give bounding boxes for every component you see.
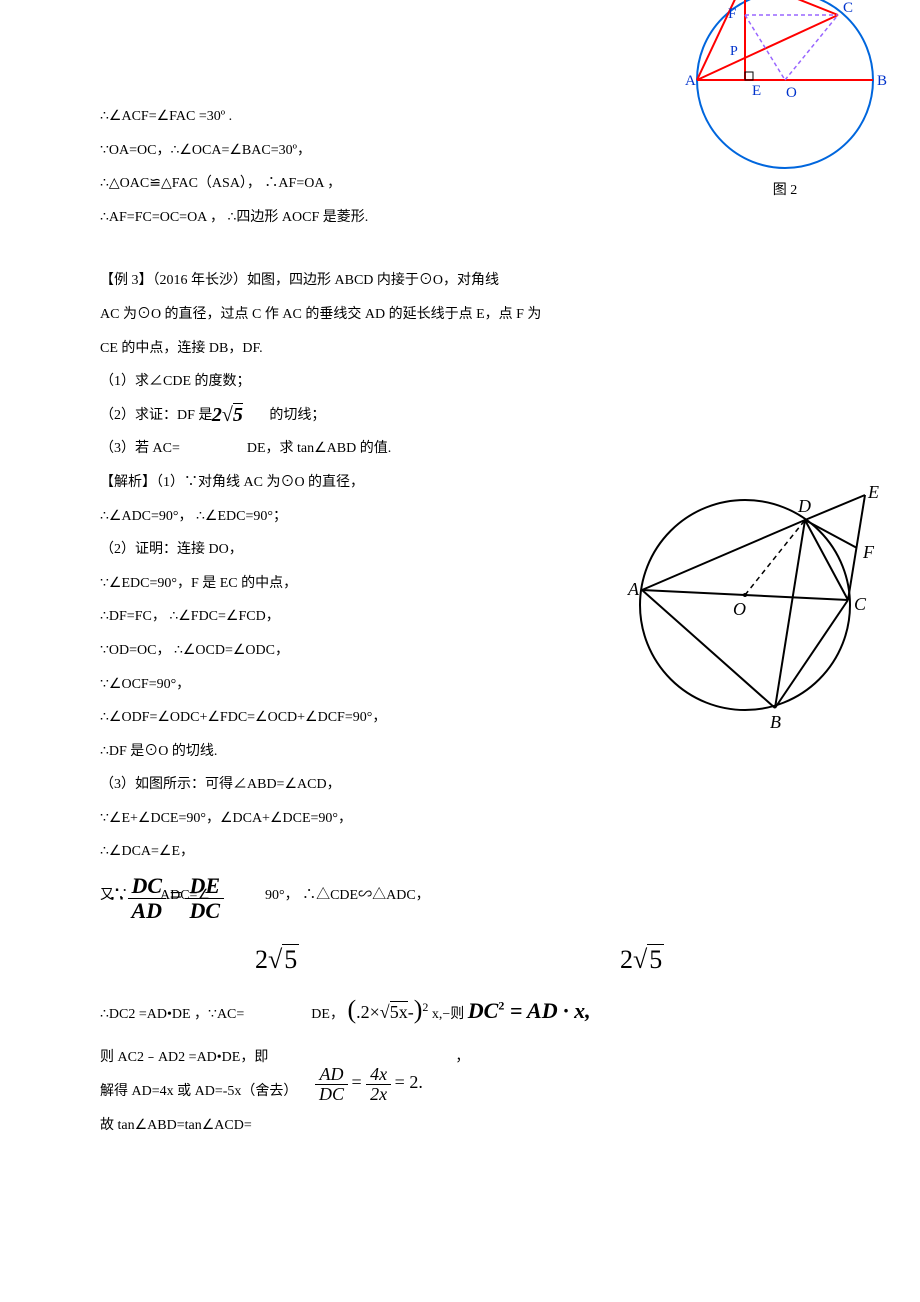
sol-s1: 【解析】（1）∵对角线 AC 为⊙O 的直径， xyxy=(100,466,840,500)
sol-s10: （3）如图所示：可得∠ABD=∠ACD， xyxy=(100,768,840,802)
ex3-intro2: AC 为⊙O 的直径，过点 C 作 AC 的垂线交 AD 的延长线于点 E，点 … xyxy=(100,298,840,332)
ex3-intro3: CE 的中点，连接 DB，DF. xyxy=(100,332,840,366)
sol-s13: 又∵ ∴ DC AD = DE DC ADC=∠ 90°， ∴△CDE∽△ADC… xyxy=(100,869,840,929)
label-F: F xyxy=(728,6,736,22)
proof1-l1: ∴∠ACF=∠FAC =30º . xyxy=(100,100,840,134)
sol-s3: （2）证明：连接 DO， xyxy=(100,533,840,567)
proof1-l4: ∴AF=FC=OC=OA ， ∴四边形 AOCF 是菱形. xyxy=(100,201,840,235)
label-O: O xyxy=(786,85,797,101)
ex3-q2: （2）求证：DF 是 2√5 ⊙O 的切线； xyxy=(100,399,840,433)
sol-s12: ∴∠DCA=∠E， xyxy=(100,835,840,869)
overlay-2sqrt5-1: 2√5 xyxy=(212,391,243,439)
ex3-intro1: 【例 3】（2016 年长沙）如图，四边形 ABCD 内接于⊙O，对角线 xyxy=(100,264,840,298)
proof1-l2: ∵OA=OC，∴∠OCA=∠BAC=30º， xyxy=(100,134,840,168)
sol-s11: ∵∠E+∠DCE=90°，∠DCA+∠DCE=90°， xyxy=(100,802,840,836)
example3-block: 【例 3】（2016 年长沙）如图，四边形 ABCD 内接于⊙O，对角线 AC … xyxy=(100,264,840,466)
label-A: A xyxy=(685,73,696,89)
paren-expr: (.2×√5x-)2 xyxy=(347,979,428,1041)
svg-text:F: F xyxy=(862,542,875,562)
part3-block: ∴DC2 =AD•DE ，∵AC= DE， (.2×√5x-)2 x,−则 DC… xyxy=(100,979,840,1142)
p3-l3: 解得 AD=4x 或 AD=-5x（舍去） AD DC = 4x 2x = 2. xyxy=(100,1075,840,1109)
ex3-q2a: （2）求证：DF 是 xyxy=(100,408,212,423)
label-B: B xyxy=(877,73,887,89)
p3-l4: 故 tan∠ABD=tan∠ACD= xyxy=(100,1109,840,1143)
proof-block-1: ∴∠ACF=∠FAC =30º . ∵OA=OC，∴∠OCA=∠BAC=30º，… xyxy=(100,100,840,234)
sol-s7: ∵∠OCF=90°， xyxy=(100,668,840,702)
ex3-q3b: DE，求 tan∠ABD 的值. xyxy=(247,441,391,456)
ex3-q2b: 的切线； xyxy=(269,408,325,423)
dc2-eq-adx: DC2 = AD · x, xyxy=(468,998,591,1023)
floating-sqrt-row: 2√5 2√5 xyxy=(100,929,840,979)
sol-s8: ∴∠ODF=∠ODC+∠FDC=∠OCD+∠DCF=90°， xyxy=(100,701,840,735)
sol-s4: ∵∠EDC=90°，F 是 EC 的中点， xyxy=(100,567,840,601)
label-E: E xyxy=(752,83,761,99)
p3-l1: ∴DC2 =AD•DE ，∵AC= DE， (.2×√5x-)2 x,−则 DC… xyxy=(100,979,840,1041)
sol-s5: ∴DF=FC， ∴∠FDC=∠FCD， xyxy=(100,600,840,634)
sol-s2: ∴∠ADC=90°， ∴∠EDC=90°； xyxy=(100,500,840,534)
svg-text:E: E xyxy=(867,482,879,502)
sol-s9: ∴DF 是⊙O 的切线. xyxy=(100,735,840,769)
p3-l2: 则 AC2﹣AD2 =AD•DE，即 ， xyxy=(100,1041,840,1075)
svg-text:C: C xyxy=(854,594,867,614)
frac-ad-dc-4x-2x: AD DC = 4x 2x = 2. xyxy=(315,1061,423,1105)
ex3-q3a: （3）若 AC= xyxy=(100,441,180,456)
label-P: P xyxy=(730,44,738,59)
label-C: C xyxy=(843,0,853,16)
sol-s6: ∵OD=OC， ∴∠OCD=∠ODC， xyxy=(100,634,840,668)
solution-block: 【解析】（1）∵对角线 AC 为⊙O 的直径， ∴∠ADC=90°， ∴∠EDC… xyxy=(100,466,840,929)
proof1-l3: ∴△OAC≌△FAC（ASA）， ∴AF=OA ， xyxy=(100,167,840,201)
